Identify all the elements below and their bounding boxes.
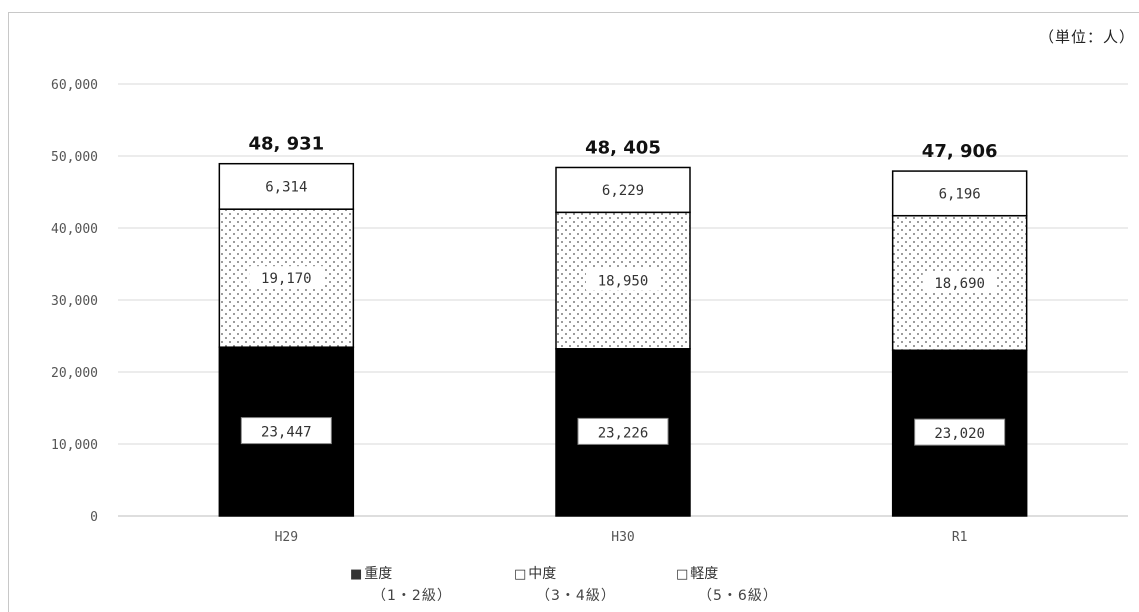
y-tick-label: 0	[90, 510, 98, 525]
legend-label: 重度	[364, 566, 393, 582]
legend: ■ 重度 （1・2級） □ 中度 （3・4級） □ 軽度 （5・6級）	[0, 563, 1139, 605]
empty-square-icon: □	[676, 567, 689, 582]
data-label-box	[240, 417, 332, 445]
data-label: 6,314	[265, 179, 307, 195]
bar-segment	[891, 170, 1028, 217]
legend-sublabel: （1・2級）	[372, 588, 452, 604]
total-label: 48, 931	[248, 134, 324, 155]
legend-item-severe: ■ 重度 （1・2級）	[350, 563, 452, 605]
data-label-box	[577, 417, 669, 445]
unit-label: （単位：人）	[1038, 28, 1135, 46]
data-label-box	[586, 268, 660, 291]
data-label: 23,226	[598, 425, 649, 441]
data-label: 23,447	[261, 425, 312, 441]
y-tick-label: 50,000	[51, 150, 98, 165]
x-tick-label: H30	[611, 530, 634, 545]
x-tick-label: H29	[275, 530, 298, 545]
filled-square-icon: ■	[350, 567, 363, 582]
data-label-box	[922, 270, 997, 293]
empty-square-icon: □	[514, 567, 527, 582]
bar-segment	[218, 162, 355, 210]
data-label: 18,690	[934, 276, 985, 292]
legend-label: 中度	[528, 566, 557, 582]
legend-item-moderate: □ 中度 （3・4級）	[514, 563, 616, 605]
chart-frame	[8, 12, 1139, 612]
bar-segment	[555, 166, 691, 214]
legend-item-mild: □ 軽度 （5・6級）	[676, 563, 778, 605]
y-tick-label: 40,000	[51, 222, 98, 237]
legend-sublabel: （5・6級）	[698, 588, 778, 604]
y-tick-label: 20,000	[51, 366, 98, 381]
data-label: 6,196	[939, 186, 981, 202]
legend-sublabel: （3・4級）	[536, 588, 616, 604]
data-label: 23,020	[934, 426, 985, 442]
total-label: 48, 405	[585, 137, 661, 158]
data-label: 18,950	[598, 274, 649, 290]
y-tick-label: 30,000	[51, 294, 98, 309]
data-label: 19,170	[261, 271, 312, 287]
y-tick-label: 60,000	[51, 78, 98, 93]
total-label: 47, 906	[922, 141, 998, 162]
data-label-box	[249, 266, 324, 289]
data-label: 6,229	[602, 183, 644, 199]
x-tick-label: R1	[952, 530, 968, 545]
data-label-box	[914, 418, 1006, 446]
legend-label: 軽度	[690, 566, 719, 582]
y-tick-label: 10,000	[51, 438, 98, 453]
stacked-bar-chart: 0 10,000 20,000 30,000 40,000 50,000 60,000 23…	[51, 78, 1128, 545]
